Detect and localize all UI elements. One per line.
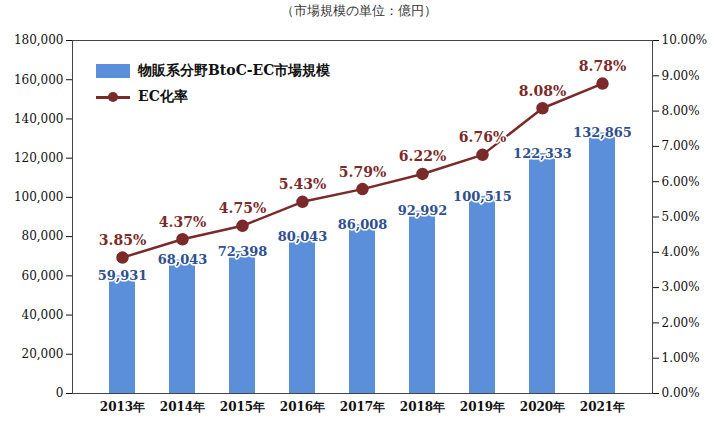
svg-text:160,000: 160,000: [14, 73, 64, 87]
svg-text:9.00%: 9.00%: [662, 69, 700, 83]
svg-text:6.76%: 6.76%: [459, 129, 506, 145]
svg-text:10.00%: 10.00%: [662, 33, 708, 47]
svg-text:6.22%: 6.22%: [399, 148, 446, 164]
svg-text:72,398: 72,398: [218, 244, 268, 259]
svg-text:59,931: 59,931: [98, 268, 148, 283]
svg-text:3.85%: 3.85%: [99, 232, 146, 248]
svg-text:2021年: 2021年: [580, 400, 625, 414]
svg-text:2013年: 2013年: [100, 400, 145, 414]
svg-text:8.08%: 8.08%: [519, 83, 566, 99]
svg-text:2015年: 2015年: [220, 400, 265, 414]
svg-text:2020年: 2020年: [520, 400, 565, 414]
svg-text:20,000: 20,000: [22, 347, 64, 361]
svg-text:80,000: 80,000: [22, 229, 64, 243]
svg-text:0: 0: [56, 386, 64, 400]
svg-text:5.79%: 5.79%: [339, 164, 386, 180]
svg-text:60,000: 60,000: [22, 269, 64, 283]
svg-text:3.00%: 3.00%: [662, 280, 700, 294]
svg-text:8.78%: 8.78%: [579, 58, 626, 74]
svg-text:2018年: 2018年: [400, 400, 445, 414]
svg-text:2016年: 2016年: [280, 400, 325, 414]
svg-text:2019年: 2019年: [460, 400, 505, 414]
svg-text:0.00%: 0.00%: [662, 386, 700, 400]
svg-text:2017年: 2017年: [340, 400, 385, 414]
svg-text:1.00%: 1.00%: [662, 351, 700, 365]
svg-text:180,000: 180,000: [14, 33, 64, 47]
svg-text:86,008: 86,008: [338, 217, 388, 232]
svg-text:120,000: 120,000: [14, 151, 64, 165]
svg-text:6.00%: 6.00%: [662, 175, 700, 189]
svg-text:4.75%: 4.75%: [219, 200, 266, 216]
svg-text:4.00%: 4.00%: [662, 245, 700, 259]
html-text:（市場規模の単位：億円）: （市場規模の単位：億円）: [281, 3, 437, 18]
svg-text:2014年: 2014年: [160, 400, 205, 414]
svg-text:132,865: 132,865: [573, 125, 632, 140]
svg-text:68,043: 68,043: [158, 252, 208, 267]
html-text:EC化率: EC化率: [138, 88, 188, 104]
svg-text:4.37%: 4.37%: [159, 214, 206, 230]
svg-text:2.00%: 2.00%: [662, 316, 700, 330]
svg-text:40,000: 40,000: [22, 308, 64, 322]
svg-text:122,333: 122,333: [513, 146, 572, 161]
svg-text:100,515: 100,515: [453, 189, 512, 204]
html-text:物販系分野BtoC-EC市場規模: 物販系分野BtoC-EC市場規模: [138, 62, 331, 78]
svg-text:80,043: 80,043: [278, 229, 328, 244]
svg-text:92,992: 92,992: [398, 203, 448, 218]
svg-text:5.00%: 5.00%: [662, 210, 700, 224]
svg-text:7.00%: 7.00%: [662, 139, 700, 153]
svg-text:140,000: 140,000: [14, 112, 64, 126]
svg-text:8.00%: 8.00%: [662, 104, 700, 118]
svg-text:100,000: 100,000: [14, 190, 64, 204]
svg-text:5.43%: 5.43%: [279, 176, 326, 192]
